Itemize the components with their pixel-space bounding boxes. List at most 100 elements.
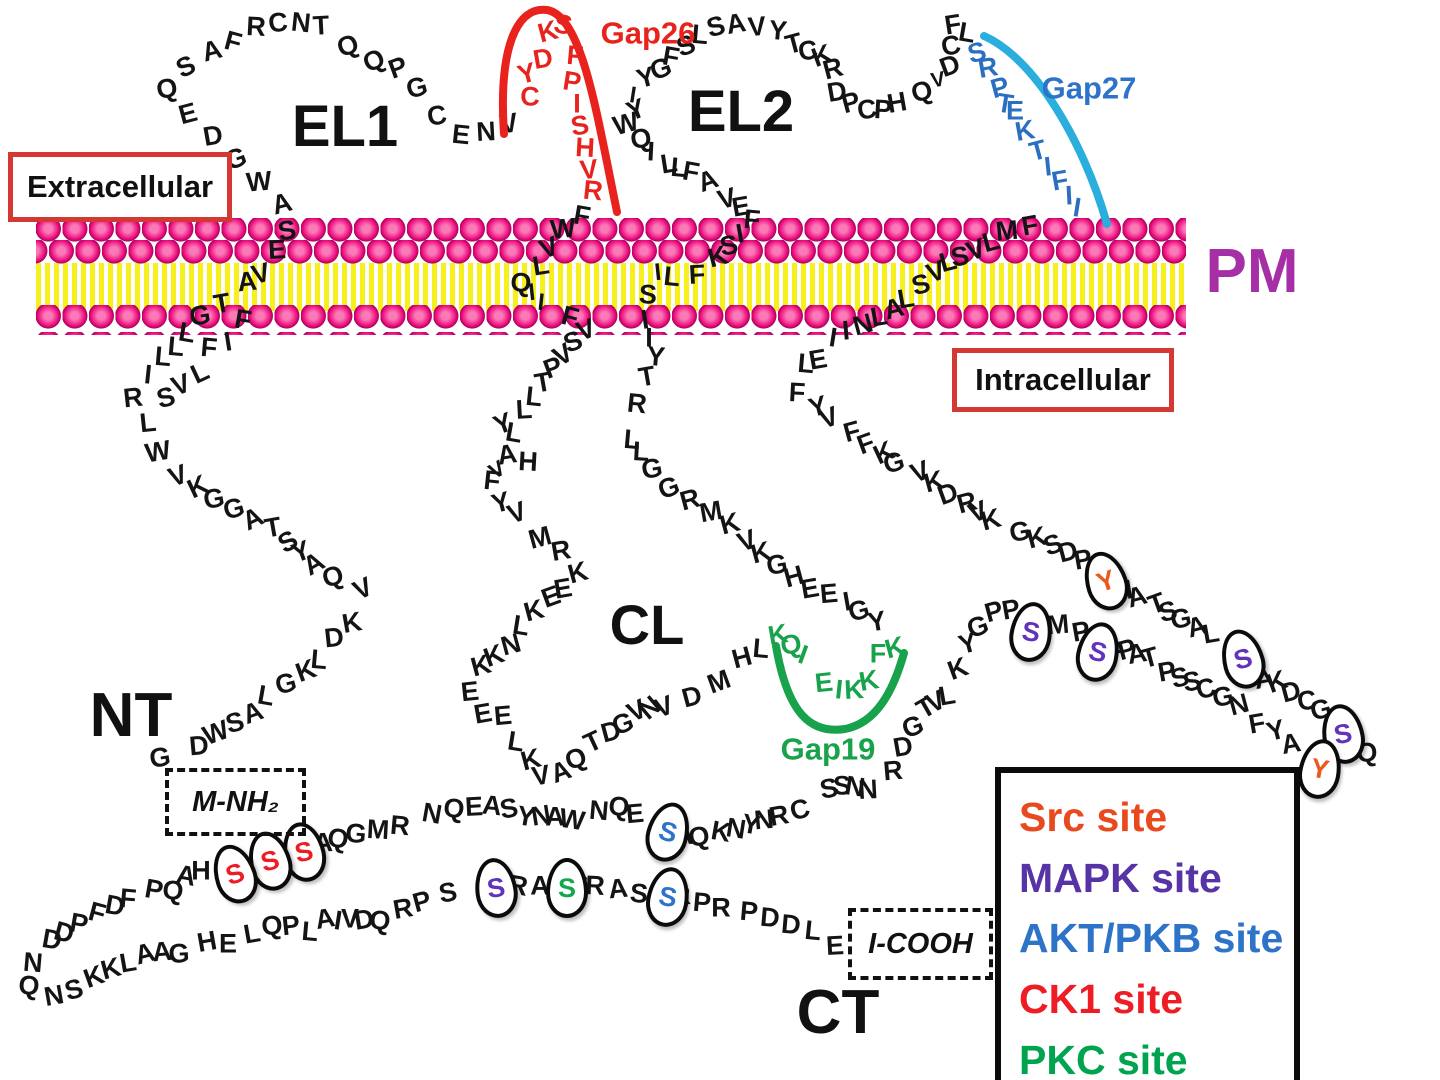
- residue-letter: A: [545, 801, 565, 832]
- residue-letter: S: [551, 8, 575, 41]
- phospho-site-oval: S: [642, 863, 694, 931]
- legend-item-mapk-site: MAPK site: [1019, 854, 1222, 901]
- residue-letter: H: [884, 86, 910, 119]
- residue-letter: L: [803, 914, 823, 947]
- residue-letter: Q: [607, 790, 632, 823]
- residue-letter: V: [815, 400, 843, 435]
- residue-letter: V: [340, 903, 360, 934]
- el1-label: EL1: [291, 94, 399, 159]
- residue-letter: P: [280, 909, 302, 942]
- residue-letter: R: [711, 892, 731, 923]
- residue-letter: L: [138, 406, 158, 439]
- residue-letter: S: [436, 876, 460, 909]
- gap19-label: Gap19: [780, 731, 876, 767]
- phospho-residue-letter: S: [1230, 641, 1256, 676]
- residue-letter: G: [402, 70, 431, 105]
- residue-letter: M: [366, 813, 391, 846]
- phospho-residue-letter: S: [1331, 717, 1355, 750]
- residue-letter: L: [796, 347, 816, 380]
- residue-letter: N: [588, 794, 611, 827]
- residue-letter: F: [788, 377, 807, 408]
- residue-letter: Y: [1263, 713, 1289, 748]
- residue-letter: N: [41, 979, 67, 1012]
- carboxy-terminus-box: I-COOH: [848, 908, 993, 980]
- extracellular-box: Extracellular: [8, 152, 232, 222]
- residue-letter: P: [691, 886, 713, 919]
- pm-label: PM: [1205, 237, 1299, 306]
- nt-label: NT: [89, 681, 173, 750]
- residue-letter: L: [241, 917, 263, 950]
- residue-letter: G: [879, 445, 908, 480]
- residue-letter: A: [480, 789, 504, 822]
- phospho-site-oval: S: [639, 797, 697, 867]
- residue-letter: V: [503, 495, 531, 530]
- amino-terminus-box: M-NH₂: [165, 768, 306, 836]
- lipid-heads-row-top2: [36, 240, 1186, 267]
- phospho-residue-letter: S: [221, 856, 249, 891]
- residue-letter: E: [818, 577, 840, 610]
- residue-letter: F: [221, 24, 245, 59]
- phospho-residue-letter: S: [656, 880, 680, 913]
- residue-letter: C: [266, 6, 290, 39]
- residue-letter: D: [530, 42, 556, 75]
- residue-letter: I: [833, 674, 845, 705]
- residue-letter: Q: [17, 969, 42, 1002]
- residue-letter: W: [142, 434, 174, 469]
- ct-label: CT: [796, 978, 880, 1047]
- intracellular-box: Intracellular: [952, 348, 1174, 412]
- residue-letter: V: [164, 458, 192, 493]
- phospho-site-oval: S: [471, 855, 521, 921]
- residue-letter: D: [322, 621, 346, 654]
- residue-letter: I: [142, 359, 154, 390]
- residue-letter: D: [678, 679, 706, 714]
- residue-letter: E: [218, 928, 238, 959]
- residue-letter: H: [194, 925, 220, 958]
- residue-letter: I: [645, 322, 653, 353]
- phospho-residue-letter: S: [655, 814, 681, 849]
- el2-label: EL2: [687, 79, 795, 144]
- phospho-residue-letter: Y: [1308, 752, 1332, 785]
- residue-letter: N: [289, 6, 313, 39]
- cl-label: CL: [609, 593, 685, 656]
- residue-letter: N: [419, 797, 445, 830]
- residue-letter: E: [471, 697, 495, 730]
- residue-letter: K: [708, 815, 734, 848]
- residue-letter: I: [1064, 180, 1074, 211]
- residue-letter: G: [187, 299, 213, 332]
- gap27-curve: [980, 32, 1111, 228]
- residue-letter: D: [759, 901, 782, 934]
- residue-letter: S: [832, 770, 852, 801]
- residue-letter: L: [662, 260, 682, 293]
- residue-letter: E: [450, 118, 472, 151]
- residue-letter: V: [746, 10, 768, 43]
- residue-letter: C: [424, 99, 450, 132]
- residue-letter: P: [738, 895, 760, 928]
- legend-item-ck1-site: CK1 site: [1019, 976, 1184, 1023]
- residue-letter: F: [1019, 209, 1041, 242]
- phospho-residue-letter: S: [257, 843, 283, 878]
- phospho-residue-letter: S: [557, 872, 576, 903]
- residue-letter: Q: [161, 874, 185, 907]
- residue-letter: A: [606, 872, 630, 905]
- residue-letter: L: [255, 679, 277, 712]
- residue-letter: A: [530, 870, 550, 901]
- residue-letter: M: [697, 494, 725, 529]
- residue-letter: S: [638, 279, 658, 310]
- legend-item-akt-pkb-site: AKT/PKB site: [1019, 915, 1284, 962]
- phospho-residue-letter: S: [291, 834, 316, 869]
- residue-letter: E: [825, 930, 845, 961]
- residue-letter: K: [977, 502, 1005, 537]
- residue-letter: R: [676, 482, 704, 517]
- residue-letter: S: [61, 972, 87, 1007]
- residue-letter: D: [780, 908, 803, 941]
- lipid-heads-row-bottom: [36, 305, 1186, 335]
- residue-letter: F: [199, 331, 219, 364]
- residue-letter: Q: [357, 42, 390, 79]
- residue-letter: A: [268, 186, 296, 221]
- residue-letter: D: [200, 119, 226, 152]
- residue-letter: L: [1200, 617, 1222, 650]
- residue-letter: S: [171, 49, 201, 84]
- residue-letter: H: [517, 446, 539, 477]
- residue-letter: M: [703, 663, 735, 700]
- residue-letter: Q: [442, 792, 466, 825]
